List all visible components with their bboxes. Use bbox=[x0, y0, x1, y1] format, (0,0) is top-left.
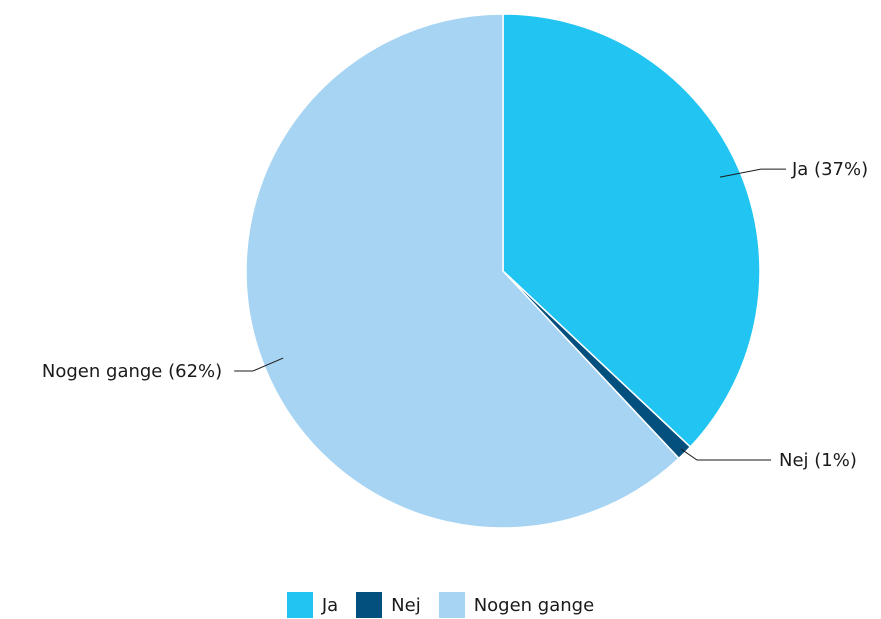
leader-line-ja bbox=[719, 168, 786, 178]
pie-labels: Ja (37%) Nej (1%) Nogen gange (62%) bbox=[42, 159, 868, 471]
legend-swatch-nogen-gange bbox=[438, 592, 465, 618]
legend-label-nej: Nej bbox=[391, 594, 421, 616]
pie-slice-nogen-gange[interactable] bbox=[245, 13, 680, 529]
legend-swatch-nej bbox=[356, 592, 383, 618]
pie-slice-ja[interactable] bbox=[502, 13, 761, 448]
legend: Ja Nej Nogen gange bbox=[0, 592, 881, 618]
legend-item-ja[interactable]: Ja bbox=[286, 592, 339, 618]
slice-label-nogen-gange: Nogen gange (62%) bbox=[42, 361, 222, 382]
legend-item-nogen-gange[interactable]: Nogen gange bbox=[438, 592, 595, 618]
legend-swatch-ja bbox=[286, 592, 313, 618]
leader-line-nogen-gange bbox=[234, 357, 284, 372]
pie-slices bbox=[245, 13, 761, 529]
pie-chart-svg: Ja (37%) Nej (1%) Nogen gange (62%) bbox=[42, 13, 868, 529]
slice-label-ja: Ja (37%) bbox=[791, 159, 868, 180]
legend-item-nej[interactable]: Nej bbox=[356, 592, 421, 618]
legend-label-nogen-gange: Nogen gange bbox=[473, 594, 595, 616]
slice-label-nej: Nej (1%) bbox=[779, 450, 857, 471]
leader-line-nej bbox=[680, 448, 771, 461]
legend-label-ja: Ja bbox=[321, 594, 339, 616]
